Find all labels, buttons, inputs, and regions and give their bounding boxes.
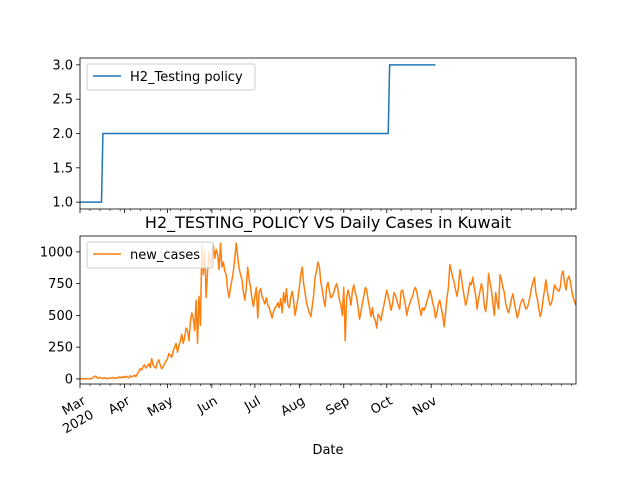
- cases-x-tick-label-group: Nov: [410, 394, 440, 420]
- cases-x-tick-label: May: [145, 394, 176, 421]
- cases-x-tick-label-group: Jul: [241, 394, 263, 415]
- cases-legend-box: [86, 241, 214, 269]
- cases-x-tick-label: Sep: [324, 394, 353, 419]
- cases-y-tick-label: 750: [48, 277, 73, 292]
- cases-subplot: H2_TESTING_POLICY VS Daily Cases in Kuwa…: [40, 213, 577, 458]
- cases-chart-title: H2_TESTING_POLICY VS Daily Cases in Kuwa…: [145, 213, 511, 233]
- policy-plot-frame: [79, 57, 577, 210]
- policy-y-tick-label: 3.0: [52, 58, 73, 73]
- cases-y-tick-label: 1000: [40, 245, 73, 260]
- cases-series-line: [79, 242, 577, 380]
- cases-x-tick-label-group: Oct: [368, 394, 395, 418]
- policy-y-tick-label: 2.0: [52, 127, 73, 142]
- policy-y-tick-label: 1.0: [52, 196, 73, 211]
- policy-legend: H2_Testing policy: [86, 63, 256, 91]
- policy-series-line: [80, 64, 436, 203]
- cases-x-tick-label-group: Sep: [324, 394, 353, 419]
- cases-y-tick-label: 250: [48, 341, 73, 356]
- cases-x-tick-label-group: Apr: [106, 393, 134, 418]
- cases-x-tick-label: Oct: [368, 394, 395, 418]
- policy-y-tick-label: 2.5: [52, 93, 73, 108]
- policy-subplot: 1.0 1.5 2.0 2.5 3.0 H2_Testing policy: [52, 57, 577, 213]
- cases-x-tick-label: Apr: [106, 393, 134, 418]
- cases-y-axis: 0 250 500 750 1000: [40, 245, 80, 387]
- cases-x-tick-label-group: May: [145, 394, 176, 421]
- policy-legend-box: [86, 63, 256, 91]
- x-axis-label: Date: [312, 443, 343, 458]
- cases-y-tick-label: 500: [48, 309, 73, 324]
- cases-x-tick-label: Jun: [194, 394, 220, 418]
- cases-x-tick-label: Jul: [241, 394, 263, 415]
- cases-x-tick-label: Nov: [410, 394, 440, 420]
- cases-y-tick-label: 0: [65, 372, 73, 387]
- cases-legend-label: new_cases: [130, 248, 200, 263]
- cases-x-tick-label: Aug: [278, 394, 307, 420]
- cases-x-tick-label-group: Aug: [278, 394, 307, 420]
- cases-x-tick-label-group: Jun: [194, 394, 220, 418]
- cases-legend: new_cases: [86, 241, 214, 269]
- policy-y-axis: 1.0 1.5 2.0 2.5 3.0: [52, 58, 80, 211]
- policy-y-tick-label: 1.5: [52, 161, 73, 176]
- policy-legend-label: H2_Testing policy: [130, 70, 243, 85]
- cases-plot-frame: [79, 235, 577, 385]
